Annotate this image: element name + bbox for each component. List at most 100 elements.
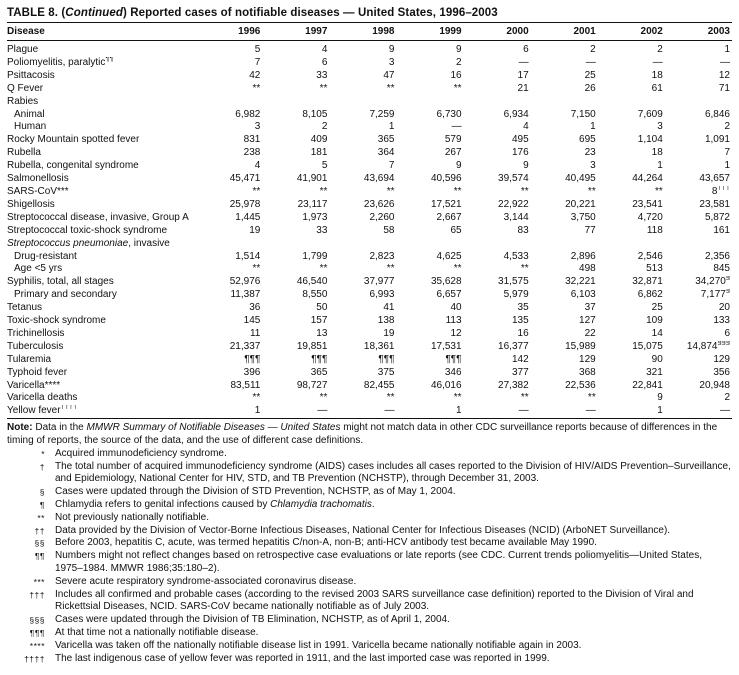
year-value: [195, 96, 262, 109]
year-value: —: [720, 405, 730, 417]
year-value: [195, 238, 262, 251]
year-value: 368: [579, 366, 596, 378]
disease-label: Plague: [7, 44, 39, 55]
year-value: 35: [517, 302, 529, 314]
year-value: 7: [254, 56, 261, 68]
disease-label: Drug-resistant: [14, 250, 77, 262]
year-value: 61: [651, 82, 663, 94]
year-value: 176: [511, 147, 529, 159]
year-value: 5: [254, 44, 261, 55]
year-value: 3: [254, 121, 261, 133]
section-row: Streptococcus pneumoniae, invasive: [7, 238, 732, 251]
year-value: 118: [646, 224, 663, 236]
year-value: —: [384, 405, 395, 417]
year-value: ¶¶¶: [378, 353, 395, 365]
table-row: Shigellosis 25,978 23,117 23,626 17,521 22,92…: [7, 199, 732, 212]
year-value: 2: [590, 44, 596, 55]
footnote-marker: ¶¶¶: [29, 628, 45, 639]
footnote-text: The last indigenous case of yellow fever…: [55, 652, 550, 664]
footnote-marker: ¶: [39, 500, 45, 511]
table-title-suffix: ) Reported cases of notifiable diseases …: [123, 7, 498, 19]
year-value: 19: [249, 224, 261, 236]
year-value: **: [386, 185, 395, 197]
year-value: **: [252, 185, 261, 197]
year-value: 16: [517, 327, 529, 339]
year-column-header: 2002: [597, 23, 665, 41]
year-value: [598, 238, 665, 251]
year-value: 579: [444, 134, 462, 146]
year-value: [464, 238, 531, 251]
year-value: 6,730: [436, 108, 462, 120]
year-value: 5,872: [704, 211, 730, 223]
year-value: 346: [444, 366, 462, 378]
year-value: 22,841: [632, 379, 663, 391]
disease-label: Q Fever: [7, 82, 44, 94]
year-value: 831: [243, 134, 261, 146]
footnote-text: The total number of acquired immunodefic…: [55, 460, 731, 485]
year-value: 321: [646, 366, 663, 378]
year-value: 31,575: [498, 276, 529, 288]
footnote: † The total number of acquired immunodefi…: [7, 461, 732, 487]
disease-label: Varicella deaths: [7, 392, 78, 404]
footnote-marker: †††: [29, 589, 45, 600]
year-value: 41,901: [296, 173, 328, 185]
year-value: 25,978: [229, 198, 261, 210]
footnote-marker: §§: [34, 538, 45, 549]
year-value: 22: [584, 327, 596, 339]
year-value: 47: [383, 69, 395, 81]
year-value: 2,356: [704, 250, 730, 262]
year-value: 1,973: [302, 211, 328, 223]
year-value: [464, 96, 531, 109]
year-value: 26: [584, 82, 596, 94]
year-value: —: [451, 121, 462, 133]
year-value: 109: [646, 315, 663, 327]
footnote: * Acquired immunodeficiency syndrome.: [7, 448, 732, 461]
year-value: 129: [579, 353, 596, 365]
table-row: Poliomyelitis, paralytic¶¶ 7 6 3 2 — — — —: [7, 57, 732, 70]
table-row: Primary and secondary 11,387 8,550 6,993 6,6…: [7, 289, 732, 302]
year-value: 11: [249, 327, 261, 339]
disease-table-body: Plague 5 4 9 9 6 2 2 1 Poliomyelitis, paralytic¶¶…: [7, 41, 732, 419]
year-value: [531, 238, 598, 251]
year-column-header: 2000: [463, 23, 531, 41]
year-value: 4,625: [436, 250, 462, 262]
table-row: Q Fever ** ** ** ** 21 26 61 71: [7, 83, 732, 96]
year-value: [531, 96, 598, 109]
year-value: 498: [579, 263, 596, 275]
year-value: 6: [523, 44, 529, 55]
year-value: 9: [456, 44, 462, 55]
disease-label: Animal: [14, 108, 45, 120]
year-value: 157: [310, 315, 328, 327]
year-value: 22,536: [565, 379, 596, 391]
year-column-header: 1996: [195, 23, 263, 41]
year-value: 20: [718, 302, 730, 314]
year-value: 1,514: [235, 250, 261, 262]
table-row: Trichinellosis 11 13 19 12 16 22 14 6: [7, 328, 732, 341]
year-value: 145: [243, 315, 261, 327]
year-value: 9: [523, 160, 529, 172]
note-label: Note:: [7, 422, 33, 434]
year-value: **: [386, 263, 395, 275]
year-value: 21: [517, 82, 529, 94]
table-row: Drug-resistant 1,514 1,799 2,823 4,625 4,533 2…: [7, 251, 732, 264]
table-row: Salmonellosis 45,471 41,901 43,694 40,596 39,…: [7, 173, 732, 186]
year-value: 13: [316, 327, 328, 339]
year-value: 1,104: [637, 134, 663, 146]
year-value: **: [386, 82, 395, 94]
year-value: 33: [316, 69, 328, 81]
footnote: § Cases were updated through the Division…: [7, 486, 732, 499]
year-value: 21,337: [229, 340, 261, 352]
year-value: 12: [718, 69, 730, 81]
disease-label: Tuberculosis: [7, 340, 64, 352]
year-value: 37: [584, 302, 596, 314]
table-row: Varicella**** 83,511 98,727 82,455 46,016 27,…: [7, 380, 732, 393]
year-value: 7: [724, 147, 730, 159]
footnote: ¶¶ Numbers might not reflect changes base…: [7, 550, 732, 576]
year-value: 52,976: [229, 276, 261, 288]
year-value: 40,495: [565, 173, 596, 185]
year-value: 58: [383, 224, 395, 236]
footnotes: * Acquired immunodeficiency syndrome. † The…: [7, 448, 732, 666]
year-value: 2,667: [436, 211, 462, 223]
year-value: 9: [456, 160, 462, 172]
year-value: 8†††: [711, 185, 730, 197]
